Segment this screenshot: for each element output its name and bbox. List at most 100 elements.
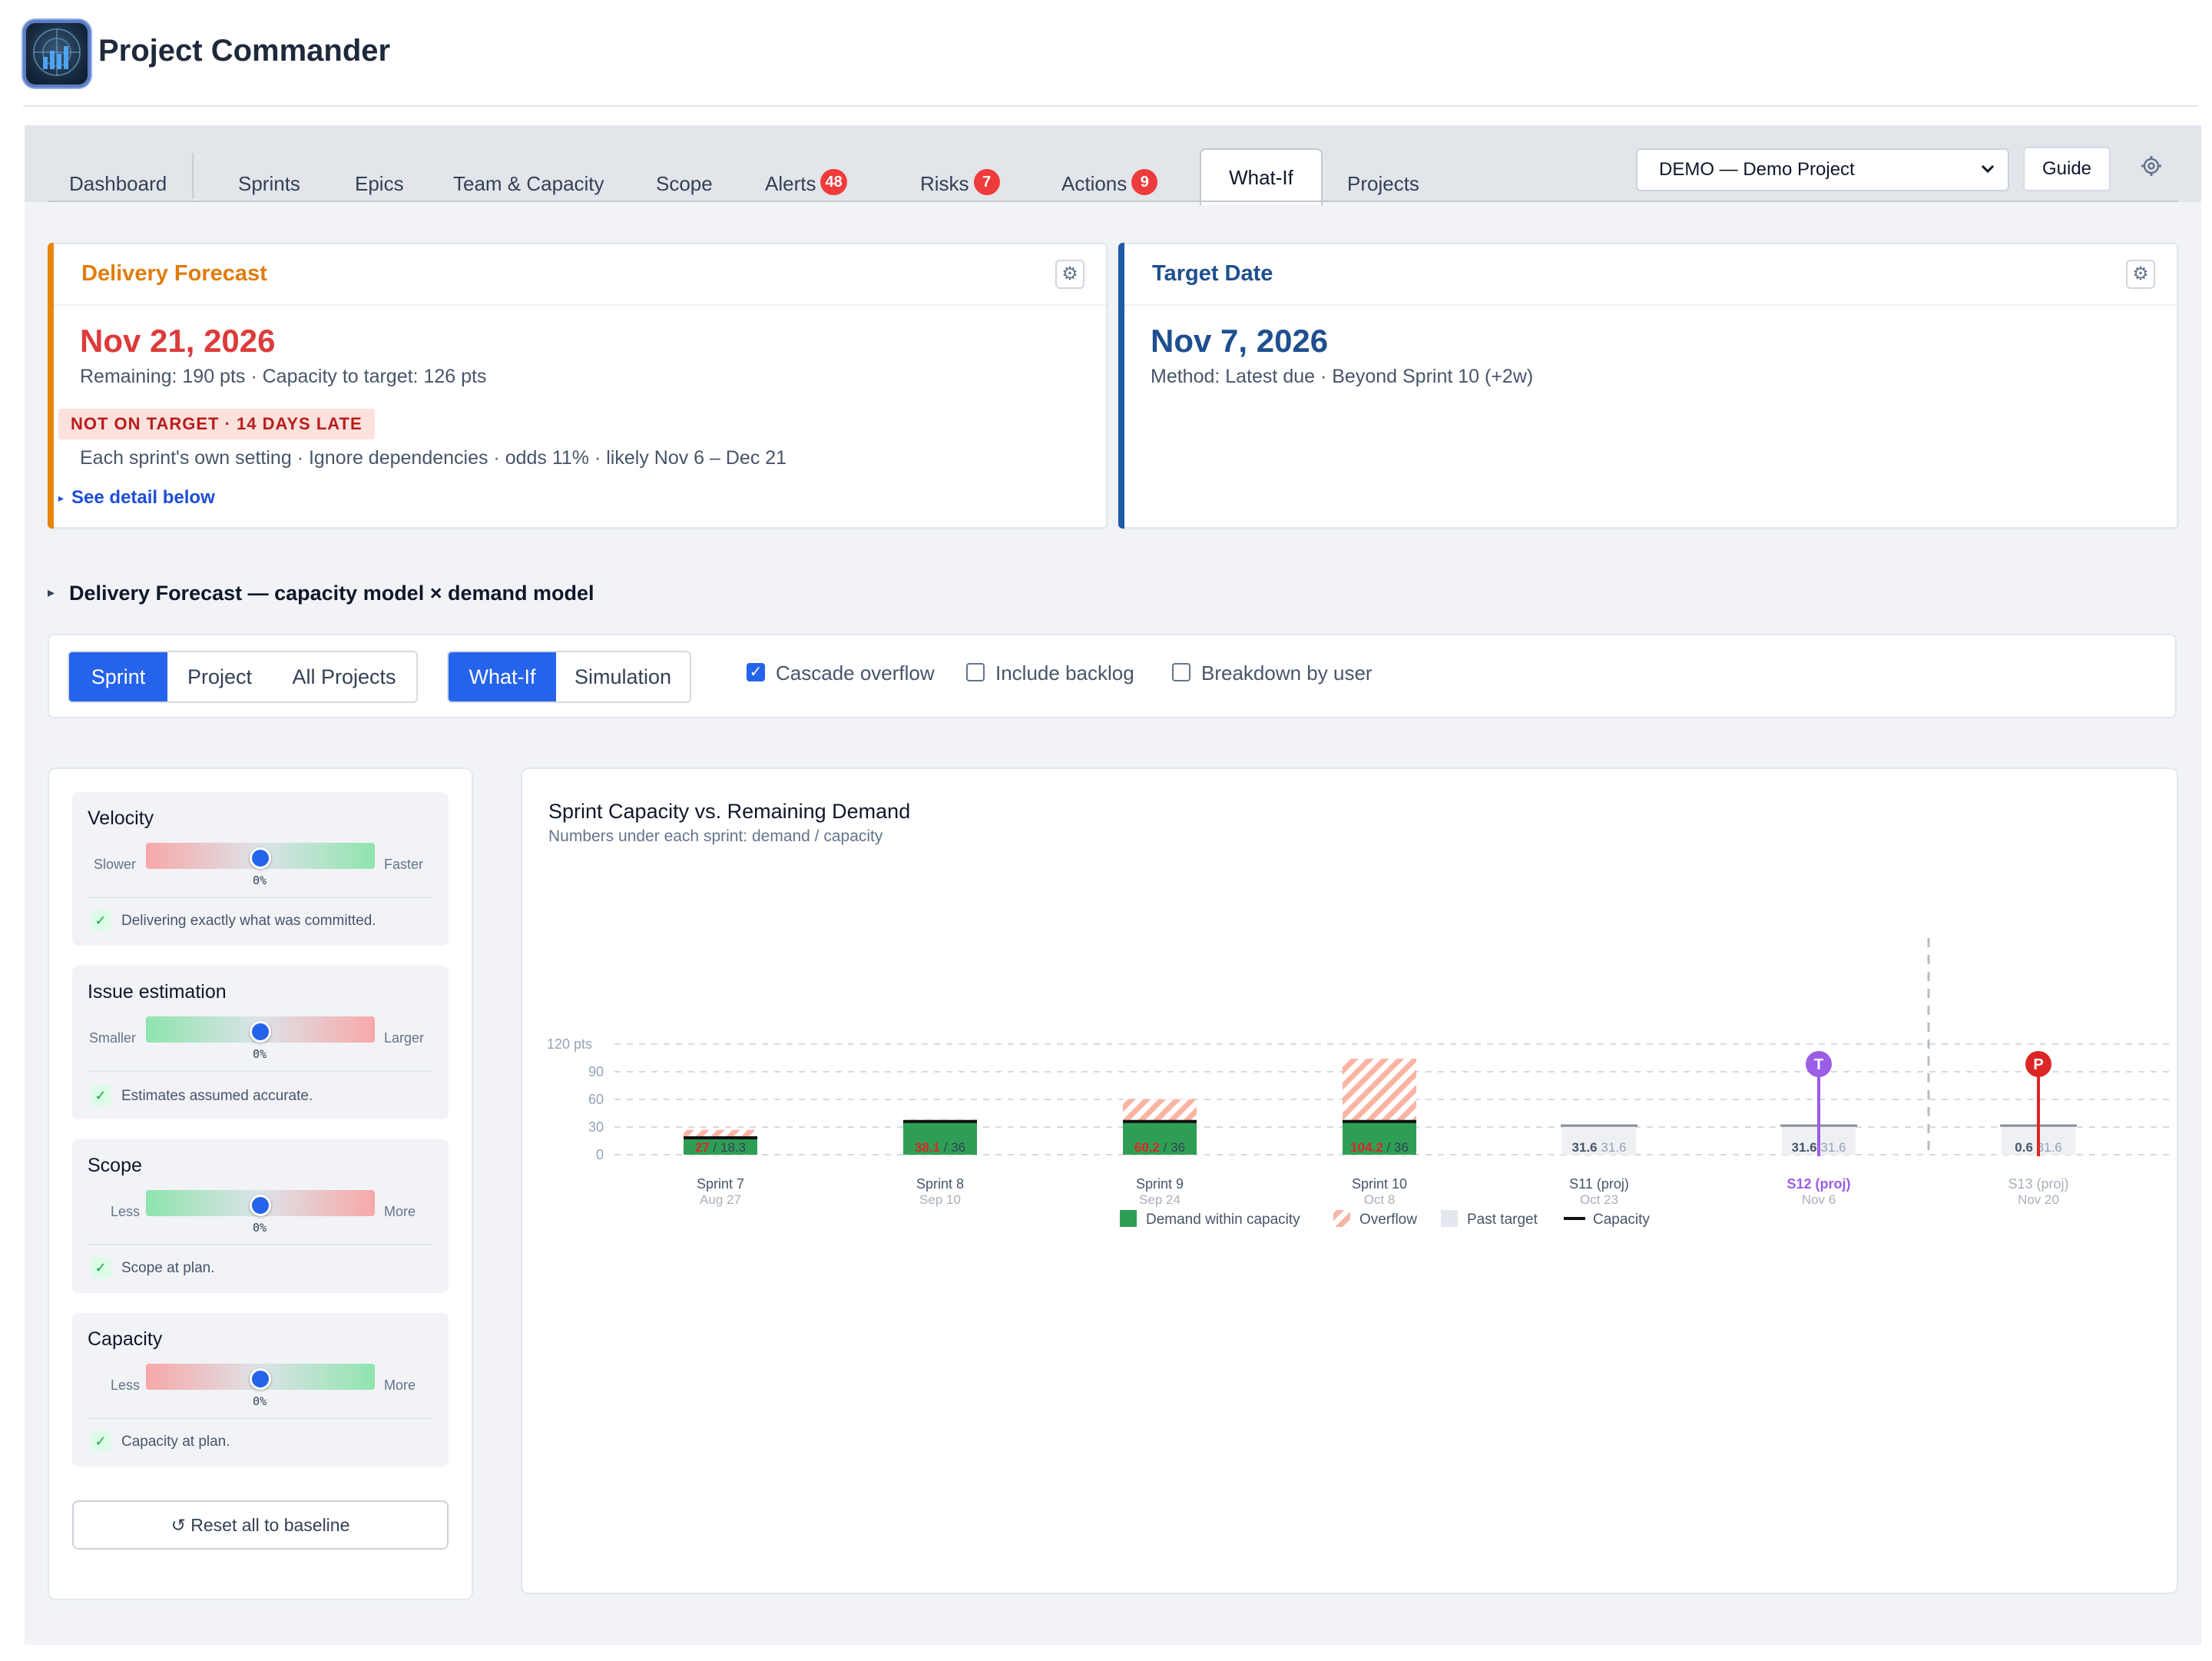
tab-team-capacity[interactable]: Team & Capacity bbox=[453, 165, 604, 202]
tab-actions[interactable]: Actions 9 bbox=[1061, 165, 1158, 202]
sprint-label: S13 (proj) bbox=[2008, 1176, 2068, 1192]
section-title[interactable]: Delivery Forecast — capacity model × dem… bbox=[69, 582, 594, 605]
sprint-label: S11 (proj) bbox=[1569, 1176, 1629, 1192]
mode-option-simulation[interactable]: Simulation bbox=[574, 665, 672, 688]
lever-capacity: Capacity Less More 0% ✓ Capacity at plan. bbox=[72, 1313, 449, 1467]
lever-note-text: Delivering exactly what was committed. bbox=[121, 913, 376, 929]
demand-within-bar bbox=[903, 1121, 977, 1155]
project-select-value: DEMO — Demo Project bbox=[1659, 159, 1855, 180]
app-header: Project Commander bbox=[23, 17, 2198, 107]
mode-toggle: What-If Simulation bbox=[447, 651, 691, 703]
check-icon: ✓ bbox=[91, 1086, 111, 1106]
lever-note: ✓ Scope at plan. bbox=[91, 1258, 214, 1278]
marker-letter: P bbox=[2033, 1056, 2043, 1073]
check-icon: ✓ bbox=[91, 1258, 111, 1278]
reset-baseline-button[interactable]: ↺ Reset all to baseline bbox=[72, 1500, 449, 1550]
tab-what-if[interactable]: What-If bbox=[1200, 148, 1323, 205]
lever-low-label: Less bbox=[111, 1204, 141, 1219]
tab-alerts[interactable]: Alerts 48 bbox=[765, 165, 847, 202]
alerts-count-badge: 48 bbox=[820, 169, 847, 196]
card-gear-icon[interactable]: ⚙ bbox=[2126, 260, 2155, 289]
capacity-slider-handle[interactable] bbox=[250, 1368, 271, 1390]
legend-label: Overflow bbox=[1359, 1212, 1417, 1228]
lever-title: Capacity bbox=[88, 1328, 163, 1350]
tab-label: What-If bbox=[1229, 166, 1293, 189]
include-backlog-checkbox[interactable]: Include backlog bbox=[966, 661, 1134, 685]
card-title: Target Date bbox=[1152, 261, 1273, 286]
velocity-slider-handle[interactable] bbox=[250, 847, 271, 869]
tab-scope[interactable]: Scope bbox=[656, 165, 713, 202]
lever-issue-estimation: Issue estimation Smaller Larger 0% ✓ Esti… bbox=[72, 966, 449, 1119]
lever-note: ✓ Capacity at plan. bbox=[91, 1431, 230, 1451]
see-detail-link[interactable]: ▸ See detail below bbox=[58, 487, 215, 509]
mode-option-what-if[interactable]: What-If bbox=[449, 652, 556, 701]
section-caret-icon[interactable]: ▸ bbox=[48, 585, 55, 600]
y-tick-label: 30 bbox=[588, 1119, 604, 1135]
chevron-down-icon bbox=[1980, 150, 1995, 204]
target-method: Method: Latest due · Beyond Sprint 10 (+… bbox=[1151, 366, 1534, 387]
lever-high-label: More bbox=[384, 1204, 416, 1219]
sprint-label: Sprint 7 bbox=[697, 1176, 744, 1192]
tab-epics[interactable]: Epics bbox=[355, 165, 404, 202]
card-accent-bar bbox=[48, 243, 54, 529]
guide-button[interactable]: Guide bbox=[2023, 147, 2111, 191]
lever-scope: Scope Less More 0% ✓ Scope at plan. bbox=[72, 1139, 449, 1293]
scope-option-project[interactable]: Project bbox=[187, 665, 253, 688]
scope-slider-handle[interactable] bbox=[250, 1195, 271, 1216]
sprint-label: Sprint 9 bbox=[1136, 1176, 1184, 1192]
lever-low-label: Smaller bbox=[89, 1030, 137, 1046]
lever-title: Issue estimation bbox=[88, 981, 227, 1003]
tab-label: Actions bbox=[1061, 172, 1128, 195]
lever-low-label: Less bbox=[111, 1378, 141, 1393]
forecast-date: Nov 21, 2026 bbox=[80, 323, 276, 359]
tab-bar: Dashboard Sprints Epics Team & Capacity … bbox=[25, 125, 2201, 205]
card-gear-icon[interactable]: ⚙ bbox=[1055, 260, 1084, 289]
checkbox-label: Include backlog bbox=[995, 661, 1134, 685]
what-if-levers-panel: Velocity Slower Faster 0% ✓ Delivering ex… bbox=[48, 768, 473, 1600]
bar-value-label: 31.6 31.6 bbox=[1792, 1140, 1846, 1155]
settings-gear-icon[interactable] bbox=[2138, 153, 2164, 179]
check-icon: ✓ bbox=[91, 1431, 111, 1451]
lever-title: Scope bbox=[88, 1155, 142, 1176]
scope-option-sprint[interactable]: Sprint bbox=[69, 652, 167, 701]
tab-sprints[interactable]: Sprints bbox=[238, 165, 300, 202]
capacity-chart-panel: Sprint Capacity vs. Remaining Demand Num… bbox=[521, 768, 2178, 1594]
lever-note: ✓ Estimates assumed accurate. bbox=[91, 1086, 313, 1106]
sprint-date-label: Oct 8 bbox=[1364, 1192, 1396, 1207]
lever-high-label: Faster bbox=[384, 857, 424, 872]
demand-within-bar bbox=[1123, 1121, 1197, 1155]
legend-label: Past target bbox=[1467, 1212, 1538, 1228]
breakdown-by-user-checkbox[interactable]: Breakdown by user bbox=[1172, 661, 1373, 685]
divider bbox=[88, 1417, 433, 1419]
tab-label: Projects bbox=[1347, 172, 1419, 195]
sprint-label: S12 (proj) bbox=[1786, 1176, 1850, 1192]
demand-within-bar bbox=[1343, 1121, 1416, 1155]
lever-note-text: Estimates assumed accurate. bbox=[121, 1088, 313, 1104]
sprint-label: Sprint 8 bbox=[916, 1176, 964, 1192]
forecast-settings: Each sprint's own setting · Ignore depen… bbox=[80, 447, 787, 469]
target-date-card: Target Date ⚙ Nov 7, 2026 Method: Latest… bbox=[1118, 243, 2178, 529]
scope-toggle: Sprint Project All Projects bbox=[68, 651, 418, 703]
demand-within-bar bbox=[684, 1138, 757, 1155]
tab-label: Risks bbox=[920, 172, 969, 195]
tab-label: Sprints bbox=[238, 172, 300, 195]
estimation-slider-handle[interactable] bbox=[250, 1021, 271, 1043]
tab-risks[interactable]: Risks 7 bbox=[920, 165, 1000, 202]
main-panel: Dashboard Sprints Epics Team & Capacity … bbox=[25, 125, 2201, 1645]
forecast-remaining: Remaining: 190 pts · Capacity to target:… bbox=[80, 366, 487, 387]
scope-option-all-projects[interactable]: All Projects bbox=[292, 665, 396, 688]
bar-value-label: 38.1 / 36 bbox=[915, 1140, 965, 1155]
lever-value: 0% bbox=[253, 1047, 267, 1061]
lever-title: Velocity bbox=[88, 807, 154, 829]
caret-right-icon: ▸ bbox=[58, 492, 65, 505]
cascade-overflow-checkbox[interactable]: ✓ Cascade overflow bbox=[747, 661, 935, 685]
lever-note-text: Capacity at plan. bbox=[121, 1434, 230, 1450]
lever-value: 0% bbox=[253, 874, 267, 887]
project-select[interactable]: DEMO — Demo Project bbox=[1636, 148, 2009, 191]
sprint-date-label: Sep 10 bbox=[919, 1192, 961, 1207]
checkbox-icon bbox=[1172, 663, 1190, 682]
tab-dashboard[interactable]: Dashboard bbox=[69, 165, 167, 202]
tab-label: Team & Capacity bbox=[453, 172, 604, 195]
overflow-bar bbox=[1343, 1058, 1416, 1122]
tab-projects[interactable]: Projects bbox=[1347, 165, 1419, 202]
